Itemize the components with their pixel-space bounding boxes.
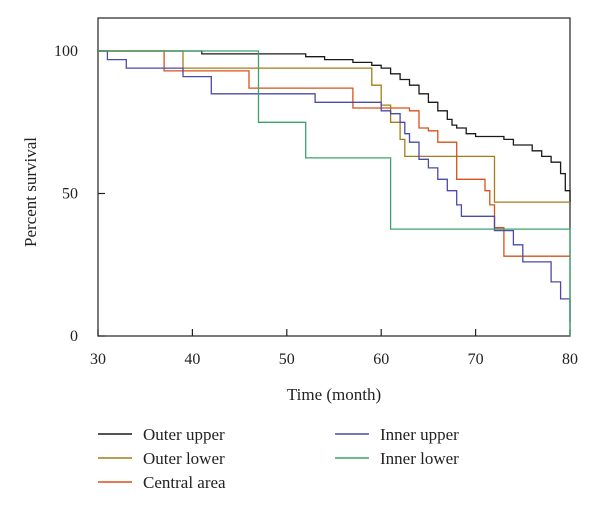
x-tick-label: 80 (562, 351, 578, 368)
x-tick-label: 30 (90, 351, 106, 368)
series-line-outer-lower (98, 50, 570, 203)
x-axis-title: Time (month) (287, 385, 381, 404)
y-axis-title: Percent survival (21, 137, 40, 247)
y-tick-label: 50 (62, 186, 78, 203)
legend-label: Central area (143, 473, 226, 492)
y-tick-label: 0 (70, 328, 78, 345)
x-tick-label: 50 (279, 351, 295, 368)
legend-label: Inner lower (380, 449, 459, 468)
series-line-outer-upper (98, 50, 571, 203)
plot-frame (97, 17, 571, 337)
y-tick-label: 100 (54, 43, 78, 60)
legend-label: Outer lower (143, 449, 225, 468)
x-tick-label: 70 (468, 351, 484, 368)
x-tick-label: 60 (373, 351, 389, 368)
legend-label: Outer upper (143, 425, 225, 444)
legend-label: Inner upper (380, 425, 459, 444)
axis-ticks: 30 40 50 60 70 80 0 50 100 (54, 43, 578, 368)
x-tick-label: 40 (184, 351, 200, 368)
series-line-central-area (98, 50, 570, 257)
series-line-inner-lower (98, 50, 571, 336)
series-line-inner-upper (98, 50, 571, 322)
series-layer (98, 50, 571, 336)
legend: Outer upper Outer lower Central area Inner … (98, 425, 459, 492)
